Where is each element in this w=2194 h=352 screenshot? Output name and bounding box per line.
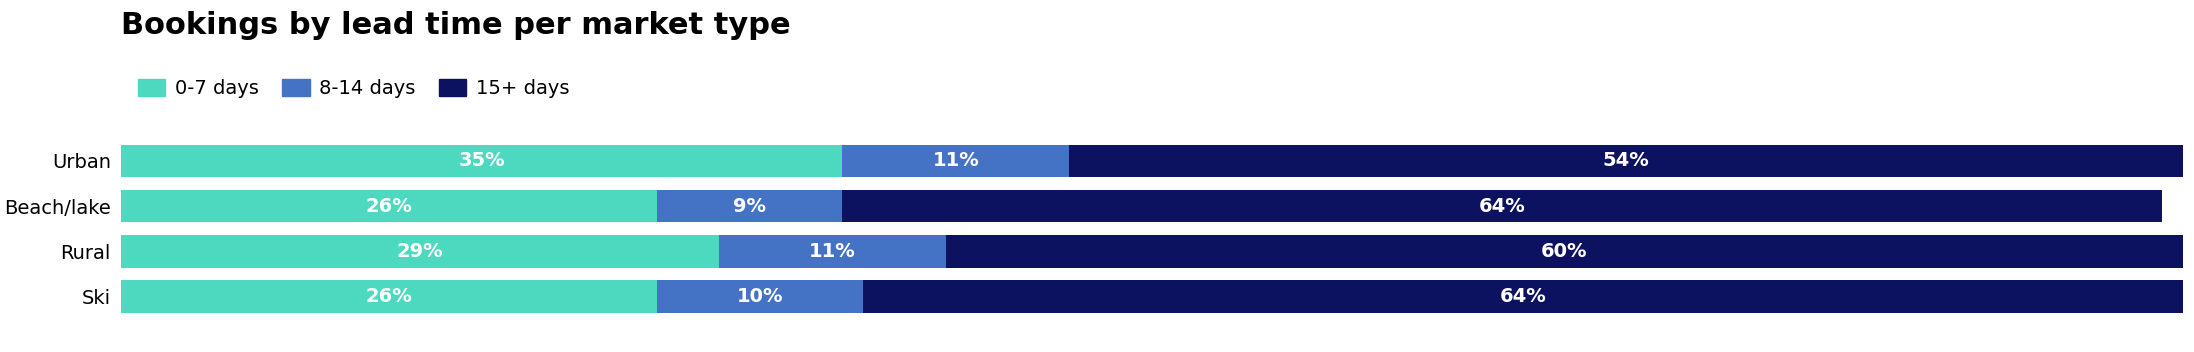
Text: 10%: 10% xyxy=(737,287,783,306)
Text: 35%: 35% xyxy=(459,151,505,170)
Bar xyxy=(946,235,2183,268)
Bar xyxy=(656,281,862,313)
Bar xyxy=(121,190,656,222)
Bar xyxy=(121,235,720,268)
Text: 11%: 11% xyxy=(932,151,979,170)
Bar xyxy=(656,190,842,222)
Text: 11%: 11% xyxy=(810,242,856,261)
Text: 54%: 54% xyxy=(1604,151,1650,170)
Text: 64%: 64% xyxy=(1501,287,1547,306)
Bar xyxy=(862,281,2183,313)
Bar xyxy=(121,281,656,313)
Text: Bookings by lead time per market type: Bookings by lead time per market type xyxy=(121,11,790,40)
Text: 26%: 26% xyxy=(366,197,412,216)
Bar xyxy=(842,145,1068,177)
Bar xyxy=(720,235,946,268)
Bar xyxy=(121,145,842,177)
Text: 9%: 9% xyxy=(733,197,766,216)
Text: 29%: 29% xyxy=(397,242,443,261)
Text: 60%: 60% xyxy=(1540,242,1588,261)
Bar xyxy=(842,190,2163,222)
Text: 64%: 64% xyxy=(1479,197,1525,216)
Legend: 0-7 days, 8-14 days, 15+ days: 0-7 days, 8-14 days, 15+ days xyxy=(129,71,577,106)
Text: 26%: 26% xyxy=(366,287,412,306)
Bar xyxy=(1068,145,2183,177)
